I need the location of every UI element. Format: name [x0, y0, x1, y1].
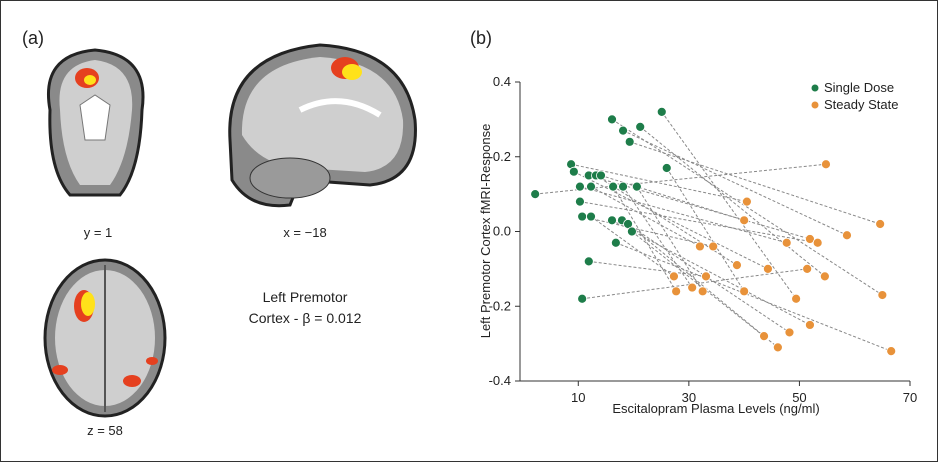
panel-label: (a) — [22, 28, 44, 48]
point — [619, 126, 628, 135]
legend-label: Single Dose — [824, 80, 894, 95]
point — [531, 190, 540, 199]
point — [813, 238, 822, 247]
caption: y = 1 — [84, 225, 113, 240]
point — [782, 238, 791, 247]
legend-marker — [812, 102, 819, 109]
y-tick-label: -0.2 — [489, 298, 511, 313]
panel-label: (b) — [470, 28, 492, 48]
brain-coronal — [48, 50, 143, 195]
legend-label: Steady State — [824, 97, 898, 112]
brain-axial — [45, 260, 165, 416]
point — [740, 287, 749, 296]
point — [611, 238, 620, 247]
point — [820, 272, 829, 281]
point — [625, 137, 634, 146]
y-tick-label: -0.4 — [489, 373, 511, 388]
point — [763, 264, 772, 273]
x-tick-label: 30 — [682, 390, 696, 405]
point — [695, 242, 704, 251]
x-tick-label: 70 — [903, 390, 917, 405]
point — [669, 272, 678, 281]
point — [632, 182, 641, 191]
pair-line — [613, 187, 676, 292]
figure: (a) y = 1 x = −18 z = 58 Left Premotor C… — [0, 0, 938, 462]
y-tick-label: 0.2 — [493, 149, 511, 164]
legend-marker — [812, 85, 819, 92]
point — [740, 216, 749, 225]
point — [805, 320, 814, 329]
point — [803, 264, 812, 273]
point — [619, 182, 628, 191]
point — [609, 182, 618, 191]
point — [732, 261, 741, 270]
point — [587, 212, 596, 221]
brain-sagittal — [230, 45, 416, 206]
caption: z = 58 — [87, 423, 123, 438]
point — [578, 294, 587, 303]
point — [742, 197, 751, 206]
point — [636, 122, 645, 131]
point — [608, 115, 617, 124]
pair-line — [640, 127, 825, 277]
point — [709, 242, 718, 251]
annotation: Cortex - β = 0.012 — [249, 310, 362, 326]
point — [657, 107, 666, 116]
point — [575, 197, 584, 206]
pair-line — [616, 243, 891, 351]
y-tick-label: 0.4 — [493, 74, 511, 89]
point — [842, 231, 851, 240]
caption: x = −18 — [283, 225, 326, 240]
point — [876, 220, 885, 229]
pair-line — [574, 172, 768, 269]
point — [887, 347, 896, 356]
pair-line — [612, 220, 810, 325]
point — [760, 332, 769, 341]
point — [575, 182, 584, 191]
point — [698, 287, 707, 296]
y-tick-label: 0.0 — [493, 224, 511, 239]
point — [596, 171, 605, 180]
point — [662, 163, 671, 172]
point — [569, 167, 578, 176]
point — [785, 328, 794, 337]
pair-line — [662, 112, 796, 299]
point — [701, 272, 710, 281]
point — [578, 212, 587, 221]
point — [587, 182, 596, 191]
point — [878, 291, 887, 300]
point — [821, 160, 830, 169]
x-axis-label: Escitalopram Plasma Levels (ng/ml) — [612, 401, 819, 416]
point — [672, 287, 681, 296]
point — [627, 227, 636, 236]
point — [584, 257, 593, 266]
pair-line — [571, 164, 747, 201]
point — [773, 343, 782, 352]
annotation: Left Premotor — [263, 289, 348, 305]
pair-line — [612, 119, 882, 295]
point — [688, 283, 697, 292]
point — [608, 216, 617, 225]
x-tick-label: 50 — [792, 390, 806, 405]
x-tick-label: 10 — [571, 390, 585, 405]
point — [792, 294, 801, 303]
